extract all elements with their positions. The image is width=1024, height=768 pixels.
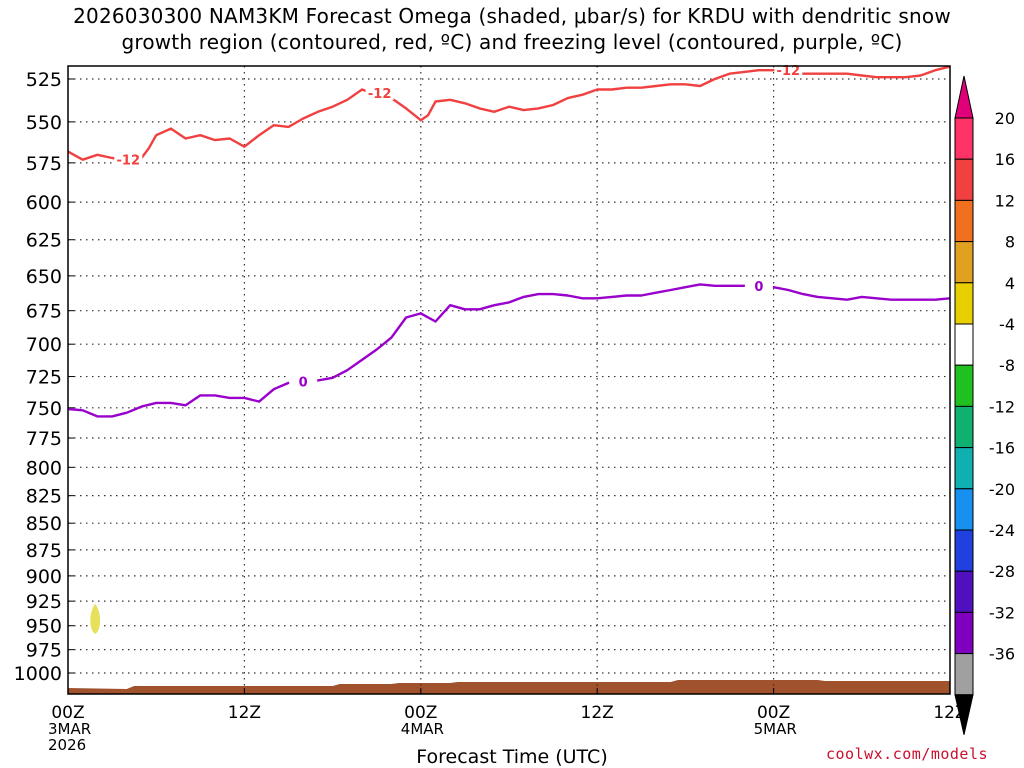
y-tick-label-600: 600 (26, 192, 62, 214)
omega-shading-blob-0 (90, 603, 101, 634)
y-tick-label-550: 550 (26, 112, 62, 134)
colorbar-label-13: -36 (989, 645, 1015, 664)
colorbar-label-11: -28 (989, 562, 1015, 581)
colorbar-segment-4 (954, 282, 974, 325)
y-tick-label-725: 725 (26, 367, 62, 389)
credit-text: coolwx.com/models (826, 745, 989, 763)
plot-area: 525 550 575 600 625 650 675 700 725 750 775 800 825 8… (14, 62, 967, 754)
series-line-freezing-level (67, 283, 951, 418)
colorbar-label-7: -12 (989, 397, 1015, 416)
x-tick-label-48-1: 5MAR (754, 720, 797, 738)
y-tick-label-825: 825 (26, 486, 62, 508)
x-tick-label-12-0: 12Z (228, 703, 261, 723)
x-tick-label-48-0: 00Z (757, 703, 790, 723)
y-tick-label-750: 750 (26, 398, 62, 420)
colorbar-segment-8 (954, 447, 974, 490)
y-tick-label-875: 875 (26, 540, 62, 562)
colorbar-segment-0 (954, 117, 974, 160)
colorbar-segment-11 (954, 570, 974, 613)
colorbar-bottom-arrow (954, 694, 974, 735)
contour-label-0-2: -12 (777, 64, 801, 79)
colorbar-segment-12 (954, 611, 974, 655)
colorbar-segment-10 (954, 529, 974, 572)
y-tick-label-775: 775 (26, 428, 62, 450)
y-tick-label-800: 800 (26, 457, 62, 479)
colorbar-label-2: 12 (995, 191, 1015, 210)
y-tick-label-850: 850 (26, 513, 62, 535)
contour-label-0-1: -12 (368, 87, 392, 102)
colorbar-segment-1 (954, 158, 974, 201)
y-tick-label-900: 900 (26, 566, 62, 588)
y-tick-label-950: 950 (26, 616, 62, 638)
terrain-fill (68, 680, 950, 694)
y-tick-label-625: 625 (26, 230, 62, 252)
colorbar-label-6: -8 (999, 356, 1015, 375)
series-line-dendritic-growth (67, 65, 951, 161)
colorbar-label-9: -20 (989, 480, 1015, 499)
plot-frame (67, 65, 951, 695)
colorbar-label-0: 20 (995, 109, 1015, 128)
colorbar-label-5: -4 (999, 315, 1015, 334)
contour-label-0-0: -12 (117, 154, 141, 169)
colorbar-segment-5 (954, 323, 974, 366)
x-tick-label-0-0: 00Z (51, 703, 84, 723)
x-tick-label-36-0: 12Z (581, 703, 614, 723)
x-tick-label-24-1: 4MAR (401, 720, 444, 738)
colorbar-label-3: 8 (1005, 233, 1015, 252)
colorbar-segment-3 (954, 241, 974, 284)
x-tick-label-0-2: 2026 (48, 736, 86, 754)
y-tick-label-525: 525 (26, 69, 62, 91)
colorbar-label-4: 4 (1005, 274, 1015, 293)
colorbar-segment-2 (954, 199, 974, 243)
y-tick-label-650: 650 (26, 266, 62, 288)
contour-label-bg-0-1 (365, 84, 394, 100)
chart-title-line-2: growth region (contoured, red, ºC) and f… (121, 30, 903, 54)
x-axis-title: Forecast Time (UTC) (416, 746, 608, 768)
colorbar-top-arrow (954, 75, 974, 119)
contour-label-bg-0-0 (114, 151, 143, 167)
contour-label-bg-1-1 (744, 277, 773, 293)
x-tick-label-24-0: 00Z (404, 703, 437, 723)
colorbar-segment-6 (954, 364, 974, 407)
colorbar-label-12: -32 (989, 603, 1015, 622)
y-tick-label-1000: 1000 (14, 663, 62, 685)
colorbar: 20 16 12 8 4 -4 -8 -12 -16 -20 -24 -28 -32 -36 (954, 75, 1015, 735)
contour-label-1-0: 0 (299, 376, 308, 391)
y-tick-label-975: 975 (26, 640, 62, 662)
y-tick-label-675: 675 (26, 301, 62, 323)
contour-label-1-1: 0 (754, 280, 763, 295)
contour-label-bg-1-0 (289, 373, 318, 389)
colorbar-label-1: 16 (995, 150, 1015, 169)
y-tick-label-925: 925 (26, 591, 62, 613)
y-tick-label-575: 575 (26, 153, 62, 175)
colorbar-segment-9 (954, 488, 974, 531)
colorbar-label-8: -16 (989, 439, 1015, 458)
chart-title-line-1: 2026030300 NAM3KM Forecast Omega (shaded… (73, 4, 951, 28)
y-tick-label-700: 700 (26, 334, 62, 356)
colorbar-segment-13 (954, 653, 974, 696)
colorbar-label-10: -24 (989, 521, 1015, 540)
colorbar-segment-7 (954, 405, 974, 449)
x-tick-label-0-1: 3MAR (48, 720, 91, 738)
